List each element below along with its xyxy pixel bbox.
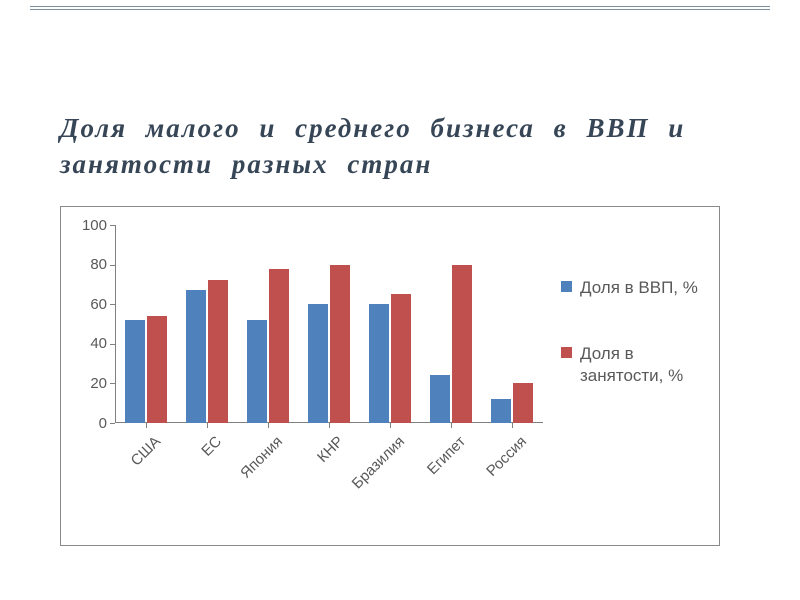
y-tick-label: 20 — [67, 375, 107, 392]
x-tick-mark — [390, 423, 391, 428]
y-tick-label: 60 — [67, 296, 107, 313]
bar — [452, 265, 472, 423]
y-tick-label: 100 — [67, 217, 107, 234]
chart-card: 020406080100 СШАЕСЯпонияКНРБразилияЕгипе… — [60, 206, 720, 546]
x-tick-mark — [268, 423, 269, 428]
legend-label: Доля в занятости, % — [580, 343, 700, 387]
bar — [186, 290, 206, 423]
y-tick-mark — [110, 423, 115, 424]
plot-area — [115, 225, 543, 423]
legend-item: Доля в ВВП, % — [561, 277, 701, 299]
y-tick-mark — [110, 344, 115, 345]
header-rule — [30, 6, 770, 10]
bar — [147, 316, 167, 423]
bar — [125, 320, 145, 423]
y-tick-mark — [110, 225, 115, 226]
y-tick-mark — [110, 383, 115, 384]
bar — [269, 269, 289, 423]
y-tick-label: 40 — [67, 335, 107, 352]
legend-swatch — [561, 281, 572, 292]
bar — [208, 280, 228, 423]
bar — [308, 304, 328, 423]
legend: Доля в ВВП, % Доля в занятости, % — [561, 277, 701, 387]
bars-layer — [115, 225, 543, 423]
bar — [430, 375, 450, 423]
y-tick-mark — [110, 265, 115, 266]
legend-item: Доля в занятости, % — [561, 343, 701, 387]
chart-inner: 020406080100 СШАЕСЯпонияКНРБразилияЕгипе… — [61, 207, 721, 547]
x-tick-mark — [207, 423, 208, 428]
page-title: Доля малого и среднего бизнеса в ВВП и з… — [60, 110, 740, 183]
bar — [330, 265, 350, 423]
y-tick-label: 80 — [67, 256, 107, 273]
bar — [369, 304, 389, 423]
bar — [391, 294, 411, 423]
y-tick-label: 0 — [67, 415, 107, 432]
x-tick-mark — [146, 423, 147, 428]
bar — [491, 399, 511, 423]
bar — [513, 383, 533, 423]
bar — [247, 320, 267, 423]
legend-swatch — [561, 347, 572, 358]
x-tick-mark — [451, 423, 452, 428]
x-tick-mark — [512, 423, 513, 428]
legend-label: Доля в ВВП, % — [580, 277, 698, 299]
x-tick-mark — [329, 423, 330, 428]
y-tick-mark — [110, 304, 115, 305]
